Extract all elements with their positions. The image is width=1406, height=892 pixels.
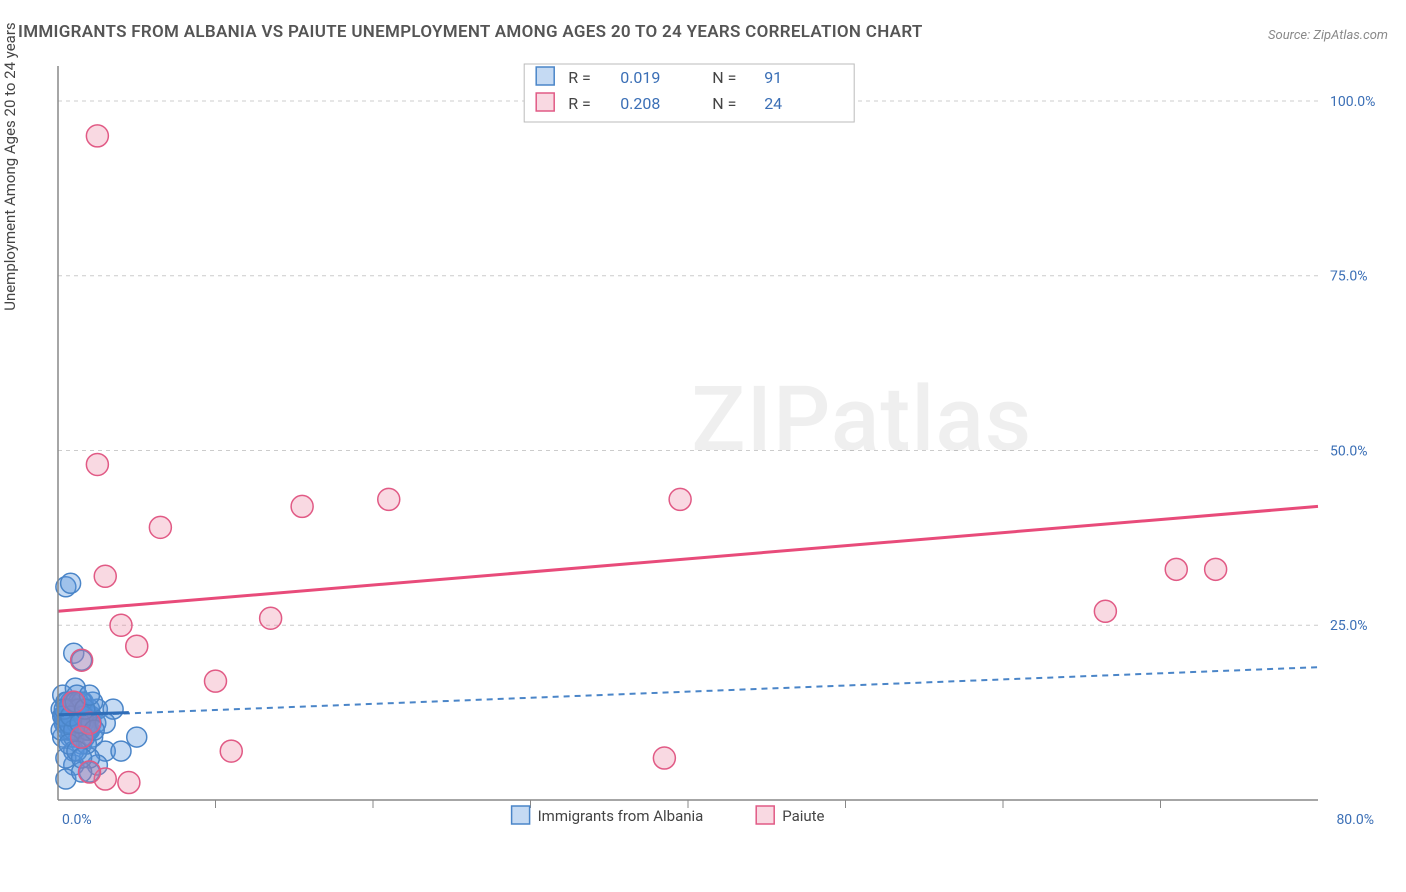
y-tick-label: 50.0% <box>1330 443 1368 459</box>
legend-series-label: Immigrants from Albania <box>538 807 704 825</box>
plot-area: 25.0% 50.0% 75.0% 100.0% ZIPatlas 0.0% 80.0% R … <box>48 60 1388 840</box>
data-point <box>110 614 132 636</box>
trend-line <box>58 506 1318 611</box>
y-axis-label: Unemployment Among Ages 20 to 24 years <box>1 22 19 310</box>
data-point <box>86 125 108 147</box>
legend-n-value: 24 <box>764 94 782 113</box>
data-point <box>86 453 108 475</box>
data-point <box>669 488 691 510</box>
data-point <box>126 635 148 657</box>
legend-series-label: Paiute <box>782 807 824 825</box>
x-tick-label: 0.0% <box>62 812 92 828</box>
data-point <box>118 772 140 794</box>
data-point <box>79 761 101 783</box>
data-point <box>205 670 227 692</box>
data-point <box>1205 558 1227 580</box>
watermark: ZIPatlas <box>691 367 1032 472</box>
y-tick-label: 25.0% <box>1330 618 1368 634</box>
data-point <box>111 741 131 761</box>
data-point <box>1094 600 1116 622</box>
data-point <box>653 747 675 769</box>
data-point <box>63 691 85 713</box>
source-attribution: Source: ZipAtlas.com <box>1268 28 1388 43</box>
legend-r-label: R = <box>568 94 591 113</box>
chart-title: IMMIGRANTS FROM ALBANIA VS PAIUTE UNEMPL… <box>18 22 923 42</box>
trend-line <box>58 667 1318 716</box>
trend-line-segment <box>58 713 129 715</box>
data-point <box>291 495 313 517</box>
legend-swatch <box>536 67 554 85</box>
data-point <box>71 726 93 748</box>
data-point <box>71 649 93 671</box>
correlation-chart: IMMIGRANTS FROM ALBANIA VS PAIUTE UNEMPL… <box>0 0 1406 892</box>
data-point <box>378 488 400 510</box>
data-point <box>94 565 116 587</box>
data-point <box>220 740 242 762</box>
x-tick-label: 80.0% <box>1336 812 1374 828</box>
legend-swatch <box>536 93 554 111</box>
legend-r-value: 0.019 <box>620 68 660 87</box>
legend-r-value: 0.208 <box>620 94 660 113</box>
y-tick-label: 100.0% <box>1330 94 1375 110</box>
y-tick-label: 75.0% <box>1330 269 1368 285</box>
chart-svg: 25.0% 50.0% 75.0% 100.0% ZIPatlas 0.0% 80.0% R … <box>48 60 1388 840</box>
data-point <box>149 516 171 538</box>
data-point <box>61 573 81 593</box>
legend-swatch <box>756 806 774 824</box>
legend-n-label: N = <box>712 68 736 87</box>
legend-swatch <box>512 806 530 824</box>
data-point <box>260 607 282 629</box>
data-point <box>127 727 147 747</box>
data-point <box>1165 558 1187 580</box>
legend-n-value: 91 <box>764 68 782 87</box>
legend-n-label: N = <box>712 94 736 113</box>
legend-r-label: R = <box>568 68 591 87</box>
